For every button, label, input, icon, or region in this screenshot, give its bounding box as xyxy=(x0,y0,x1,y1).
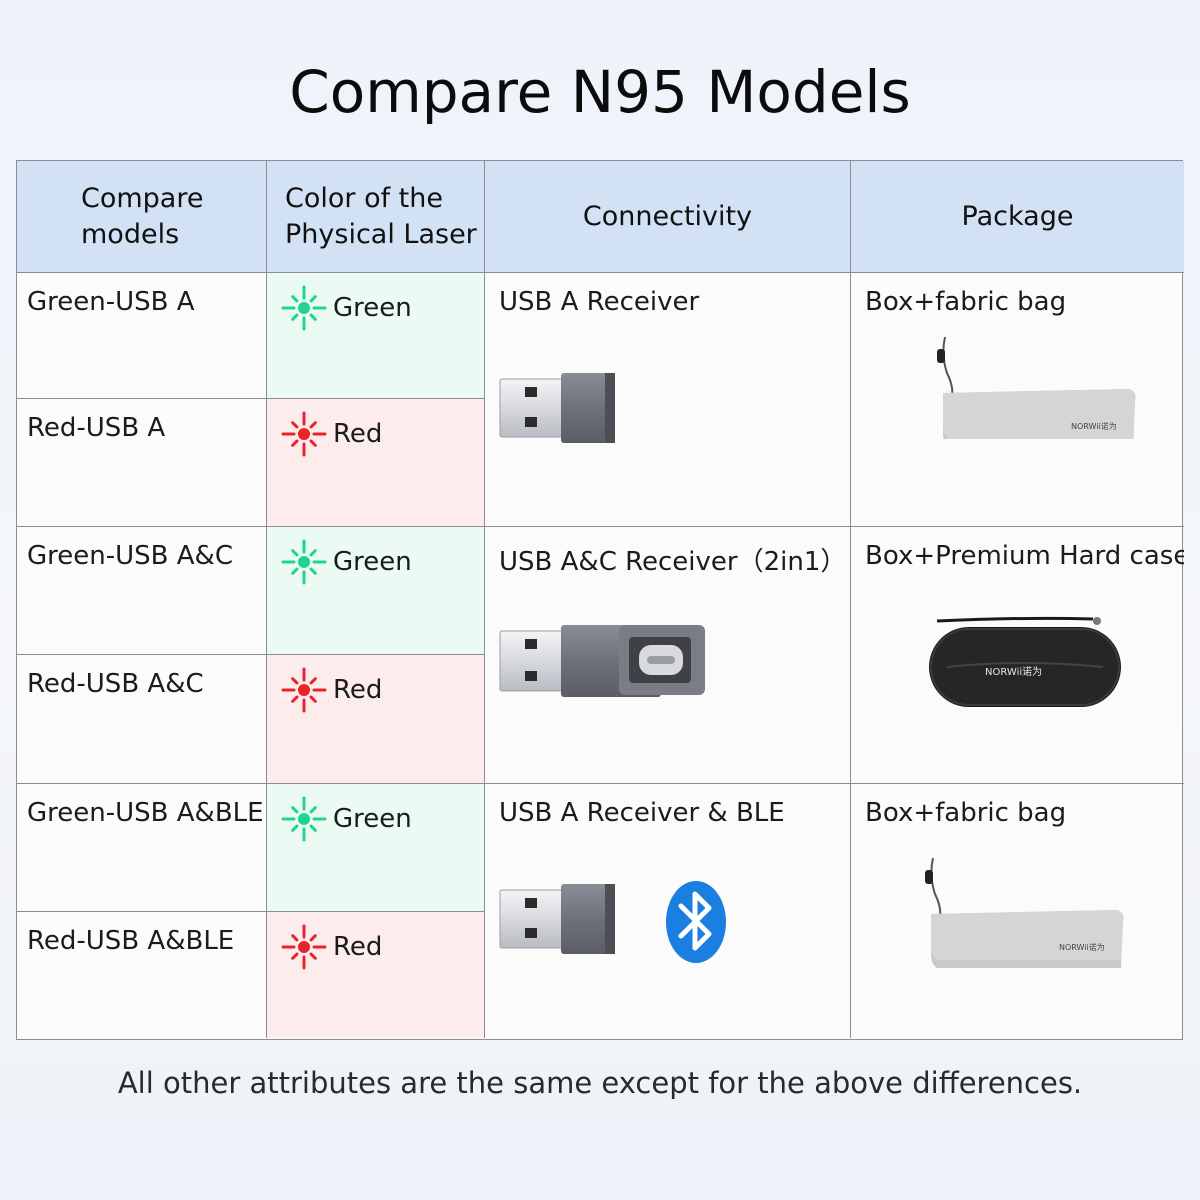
header-compare-models: Compare models xyxy=(17,161,267,273)
laser-color-label: Green xyxy=(333,547,412,577)
fabric-bag-icon: NORWii诺为 xyxy=(925,857,1124,968)
header-laser-color: Color of the Physical Laser xyxy=(267,161,485,273)
header-line: Physical Laser xyxy=(285,218,477,250)
table-row-model: Red-USB A&C xyxy=(17,655,267,784)
model-name: Red-USB A&C xyxy=(27,669,204,699)
table-row-model: Green-USB A&BLE xyxy=(17,784,267,912)
usb-a-c-receiver-icon xyxy=(499,625,705,697)
laser-color-label: Red xyxy=(333,675,383,705)
laser-cell-green: Green xyxy=(267,273,485,399)
package-label: Box+fabric bag xyxy=(865,798,1067,828)
laser-cell-green: Green xyxy=(267,784,485,912)
header-line: Compare xyxy=(81,182,204,214)
green-laser-icon xyxy=(281,539,327,585)
header-package: Package xyxy=(851,161,1184,273)
usb-a-receiver-icon xyxy=(499,884,615,954)
table-row-model: Red-USB A&BLE xyxy=(17,912,267,1038)
laser-color-label: Green xyxy=(333,293,412,323)
model-name: Green-USB A&BLE xyxy=(27,798,264,828)
connectivity-cell: USB A&C Receiver（2in1） xyxy=(485,527,851,784)
laser-cell-red: Red xyxy=(267,655,485,784)
usb-a-receiver-icon xyxy=(499,373,615,443)
header-line: Color of the xyxy=(285,182,443,214)
brand-label: NORWii诺为 xyxy=(1059,942,1105,952)
connectivity-label: USB A Receiver xyxy=(499,287,700,317)
header-line: models xyxy=(81,218,180,250)
laser-cell-green: Green xyxy=(267,527,485,655)
package-label: Box+fabric bag xyxy=(865,287,1067,317)
connectivity-label: USB A Receiver & BLE xyxy=(499,798,785,828)
model-name: Green-USB A&C xyxy=(27,541,233,571)
fabric-bag-icon: NORWii诺为 xyxy=(937,336,1136,439)
connectivity-cell: USB A Receiver & BLE xyxy=(485,784,851,1038)
laser-color-label: Green xyxy=(333,804,412,834)
package-cell: Box+fabric bag NORWii诺为 xyxy=(851,784,1184,1038)
comparison-table: Compare models Color of the Physical Laser… xyxy=(16,160,1184,1040)
package-cell: Box+fabric bag NORWii诺为 xyxy=(851,273,1184,527)
page-title: Compare N95 Models xyxy=(289,58,911,126)
laser-cell-red: Red xyxy=(267,399,485,527)
table-row-model: Green-USB A&C xyxy=(17,527,267,655)
table-row-model: Green-USB A xyxy=(17,273,267,399)
model-name: Red-USB A&BLE xyxy=(27,926,235,956)
connectivity-cell: USB A Receiver xyxy=(485,273,851,527)
bluetooth-icon xyxy=(666,881,726,963)
header-connectivity: Connectivity xyxy=(485,161,851,273)
green-laser-icon xyxy=(281,285,327,331)
footnote: All other attributes are the same except… xyxy=(117,1066,1083,1100)
hard-case-icon: NORWii诺为 xyxy=(929,616,1121,707)
laser-color-label: Red xyxy=(333,419,383,449)
package-label: Box+Premium Hard case xyxy=(865,541,1184,571)
brand-label: NORWii诺为 xyxy=(1071,421,1117,431)
red-laser-icon xyxy=(281,667,327,713)
red-laser-icon xyxy=(281,411,327,457)
laser-color-label: Red xyxy=(333,932,383,962)
table-row-model: Red-USB A xyxy=(17,399,267,527)
green-laser-icon xyxy=(281,796,327,842)
brand-label: NORWii诺为 xyxy=(985,666,1042,678)
connectivity-label: USB A&C Receiver（2in1） xyxy=(499,547,847,577)
model-name: Green-USB A xyxy=(27,287,195,317)
package-cell: Box+Premium Hard case NORWii诺为 xyxy=(851,527,1184,784)
red-laser-icon xyxy=(281,924,327,970)
laser-cell-red: Red xyxy=(267,912,485,1038)
model-name: Red-USB A xyxy=(27,413,166,443)
